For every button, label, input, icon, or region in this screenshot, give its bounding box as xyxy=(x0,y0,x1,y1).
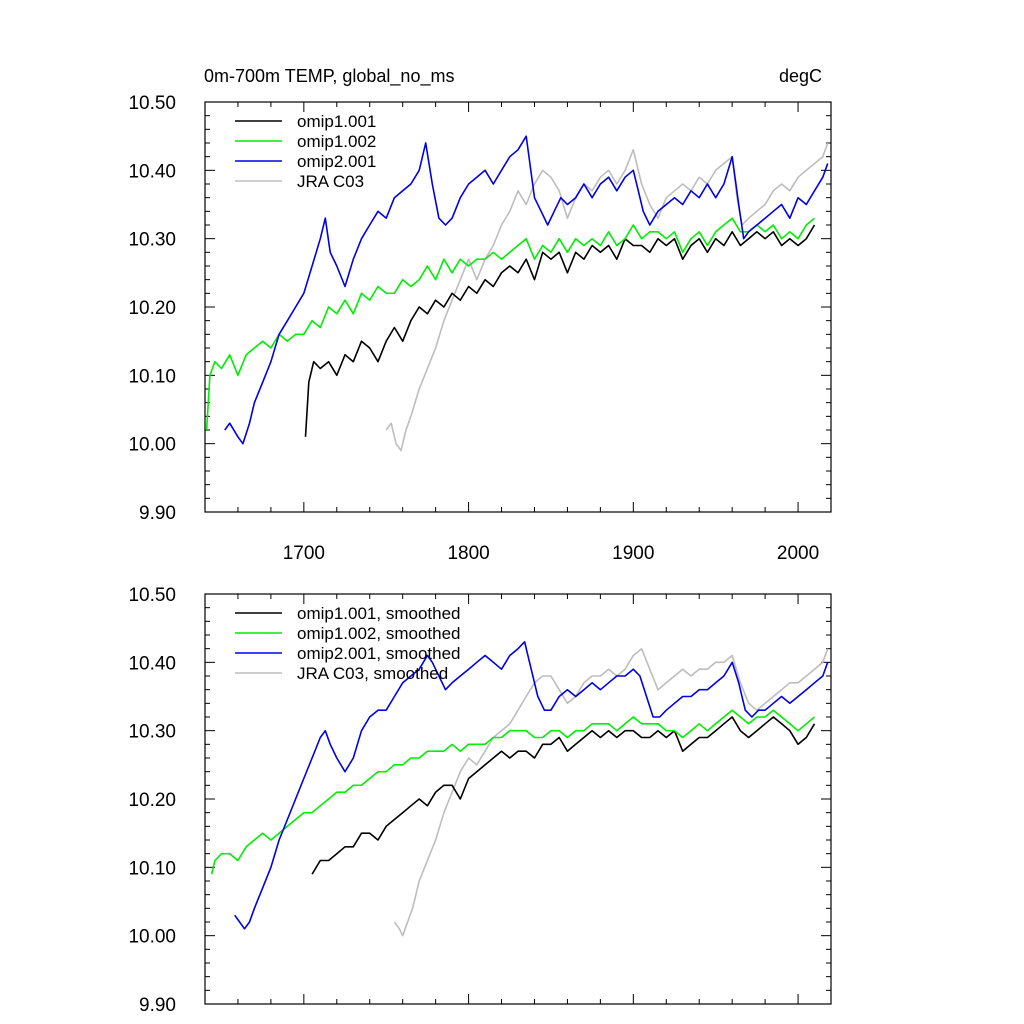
y-axis: 9.90 10.00 10.10 10.20 10.30 10.40 10.50 xyxy=(128,93,176,524)
panel-top: 0m-700m TEMP, global_no_ms degC 9.90 10.0… xyxy=(128,66,832,564)
series-line-omip2_001 xyxy=(234,640,829,930)
series-lines xyxy=(210,640,829,937)
legend-label: omip1.002 xyxy=(297,132,376,151)
series-line-jra xyxy=(385,142,829,452)
legend-label: JRA C03, smoothed xyxy=(297,664,448,683)
legend-label: omip2.001 xyxy=(297,152,376,171)
y-axis: 9.90 10.00 10.10 10.20 10.30 10.40 10.50 xyxy=(128,585,176,1016)
y-tick-label: 9.90 xyxy=(139,503,176,524)
panel-bottom: 9.90 10.00 10.10 10.20 10.30 10.40 10.50 omip1… xyxy=(128,585,832,1016)
chart-title: 0m-700m TEMP, global_no_ms xyxy=(204,66,454,87)
y-tick-label: 10.00 xyxy=(128,927,176,948)
legend-label: omip1.002, smoothed xyxy=(297,624,461,643)
units-label: degC xyxy=(779,66,822,86)
legend-label: JRA C03 xyxy=(297,172,364,191)
x-tick-label: 1700 xyxy=(283,543,325,564)
series-line-jra xyxy=(393,647,829,937)
y-tick-label: 10.30 xyxy=(128,230,176,251)
legend-label: omip1.001, smoothed xyxy=(297,604,461,623)
y-tick-label: 10.30 xyxy=(128,722,176,743)
series-lines xyxy=(205,135,829,452)
legend-label: omip2.001, smoothed xyxy=(297,644,461,663)
x-tick-label: 1900 xyxy=(612,543,654,564)
tick-marks xyxy=(204,593,832,1005)
tick-marks xyxy=(204,101,832,513)
y-tick-label: 10.20 xyxy=(128,790,176,811)
x-tick-label: 2000 xyxy=(777,543,819,564)
y-tick-label: 10.10 xyxy=(128,366,176,387)
series-line-omip2_001 xyxy=(224,135,829,445)
y-tick-label: 10.50 xyxy=(128,585,176,606)
legend-label: omip1.001 xyxy=(297,112,376,131)
y-tick-label: 10.40 xyxy=(128,161,176,182)
series-line-omip1_002 xyxy=(210,709,816,875)
y-tick-label: 10.40 xyxy=(128,653,176,674)
series-line-omip1_002 xyxy=(205,217,816,431)
y-tick-label: 9.90 xyxy=(139,995,176,1016)
y-tick-label: 10.50 xyxy=(128,93,176,114)
series-line-omip1_001 xyxy=(311,716,816,875)
y-tick-label: 10.00 xyxy=(128,435,176,456)
y-tick-label: 10.20 xyxy=(128,298,176,319)
x-axis: 1700 1800 1900 2000 xyxy=(283,543,819,564)
series-line-omip1_001 xyxy=(304,224,816,437)
x-tick-label: 1800 xyxy=(447,543,489,564)
y-tick-label: 10.10 xyxy=(128,858,176,879)
